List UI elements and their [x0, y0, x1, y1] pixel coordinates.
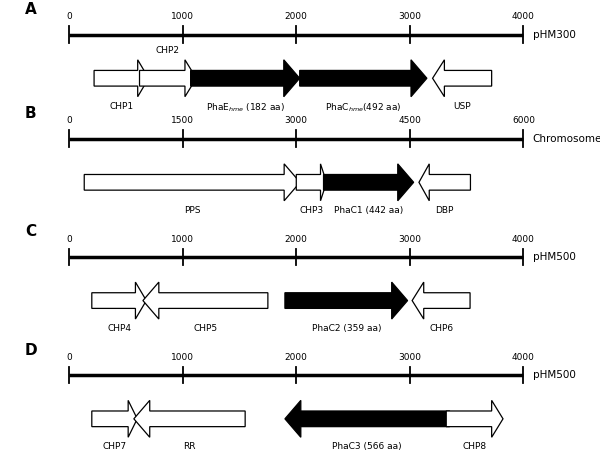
- Text: DBP: DBP: [436, 206, 454, 215]
- Text: PhaC$_{hme}$(492 aa): PhaC$_{hme}$(492 aa): [325, 102, 401, 114]
- Text: 1000: 1000: [171, 353, 194, 362]
- FancyArrow shape: [191, 60, 299, 96]
- FancyArrow shape: [433, 60, 491, 96]
- Text: 4000: 4000: [512, 235, 535, 244]
- Text: CHP7: CHP7: [103, 442, 127, 451]
- Text: 3000: 3000: [285, 116, 308, 125]
- Text: PhaC1 (442 aa): PhaC1 (442 aa): [334, 206, 403, 215]
- Text: B: B: [25, 106, 37, 121]
- Text: CHP1: CHP1: [109, 102, 133, 111]
- Text: CHP2: CHP2: [156, 46, 180, 55]
- Text: 6000: 6000: [512, 116, 535, 125]
- Text: RR: RR: [183, 442, 196, 451]
- Text: 0: 0: [66, 235, 72, 244]
- Text: 2000: 2000: [285, 12, 308, 21]
- Text: 0: 0: [66, 12, 72, 21]
- Text: PhaC3 (566 aa): PhaC3 (566 aa): [332, 442, 402, 451]
- Text: 3000: 3000: [398, 235, 421, 244]
- Text: 3000: 3000: [398, 353, 421, 362]
- Text: PhaE$_{hme}$ (182 aa): PhaE$_{hme}$ (182 aa): [206, 102, 284, 114]
- FancyArrow shape: [323, 164, 413, 201]
- Text: USP: USP: [454, 102, 471, 111]
- Text: Chromosome: Chromosome: [533, 133, 600, 144]
- FancyArrow shape: [285, 282, 407, 319]
- FancyArrow shape: [446, 400, 503, 437]
- Text: 0: 0: [66, 353, 72, 362]
- FancyArrow shape: [94, 60, 149, 96]
- Text: 4500: 4500: [398, 116, 421, 125]
- FancyArrow shape: [92, 282, 146, 319]
- Text: 1000: 1000: [171, 12, 194, 21]
- FancyArrow shape: [134, 400, 245, 437]
- Text: 3000: 3000: [398, 12, 421, 21]
- FancyArrow shape: [419, 164, 470, 201]
- Text: C: C: [25, 224, 36, 239]
- Text: PPS: PPS: [184, 206, 200, 215]
- FancyArrow shape: [412, 282, 470, 319]
- Text: CHP8: CHP8: [463, 442, 487, 451]
- Text: 2000: 2000: [285, 353, 308, 362]
- Text: CHP6: CHP6: [429, 324, 453, 333]
- FancyArrow shape: [84, 164, 300, 201]
- Text: CHP4: CHP4: [107, 324, 131, 333]
- Text: 0: 0: [66, 116, 72, 125]
- Text: PhaC2 (359 aa): PhaC2 (359 aa): [311, 324, 381, 333]
- Text: A: A: [25, 2, 37, 17]
- Text: CHP3: CHP3: [299, 206, 323, 215]
- Text: 4000: 4000: [512, 353, 535, 362]
- Text: pHM500: pHM500: [533, 370, 575, 380]
- Text: pHM300: pHM300: [533, 29, 575, 40]
- FancyArrow shape: [140, 60, 196, 96]
- Text: 4000: 4000: [512, 12, 535, 21]
- Text: 2000: 2000: [285, 235, 308, 244]
- FancyArrow shape: [299, 60, 427, 96]
- FancyArrow shape: [143, 282, 268, 319]
- Text: pHM500: pHM500: [533, 252, 575, 262]
- FancyArrow shape: [296, 164, 326, 201]
- Text: 1500: 1500: [171, 116, 194, 125]
- Text: CHP5: CHP5: [193, 324, 217, 333]
- Text: 1000: 1000: [171, 235, 194, 244]
- Text: D: D: [25, 342, 38, 358]
- FancyArrow shape: [92, 400, 137, 437]
- FancyArrow shape: [285, 400, 449, 437]
